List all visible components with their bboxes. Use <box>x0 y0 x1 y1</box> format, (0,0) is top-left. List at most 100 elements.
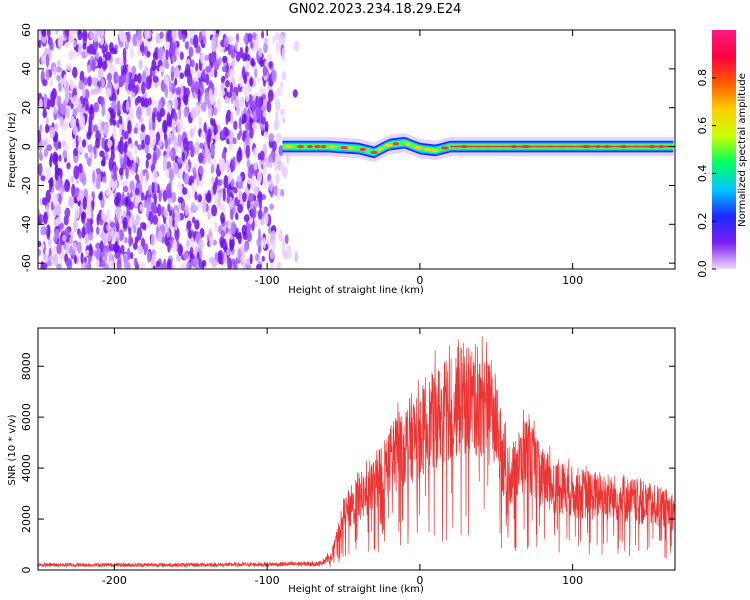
noise-speck <box>190 59 195 68</box>
noise-speck <box>72 108 78 117</box>
x-tick-label: 100 <box>562 574 583 587</box>
noise-speck <box>144 134 151 146</box>
signal-core-blob <box>340 145 348 150</box>
snr-x-axis-label: Height of straight line (km) <box>288 584 424 595</box>
signal-core-blob <box>297 144 304 149</box>
noise-speck <box>225 80 230 88</box>
noise-speck <box>56 60 61 67</box>
noise-speck <box>177 157 182 164</box>
noise-speck <box>93 250 98 257</box>
noise-speck <box>141 70 147 85</box>
noise-speck <box>159 65 165 72</box>
noise-speck <box>245 120 251 132</box>
noise-speck <box>222 55 228 63</box>
noise-speck <box>192 167 197 174</box>
noise-speck <box>145 171 150 182</box>
noise-speck <box>243 73 248 83</box>
noise-speck <box>256 170 262 185</box>
noise-speck <box>207 154 212 165</box>
noise-speck <box>262 167 267 177</box>
noise-speck <box>181 152 186 162</box>
noise-speck <box>72 125 79 136</box>
noise-speck <box>255 106 262 120</box>
noise-speck <box>192 126 197 133</box>
noise-speck <box>186 239 191 247</box>
noise-speck <box>151 233 155 247</box>
noise-speck <box>258 47 263 58</box>
colorbar: 0.0 0.2 0.4 0.6 0.8 Normalized spectral ampl… <box>696 30 748 278</box>
noise-speck <box>190 80 195 94</box>
noise-speck <box>211 35 217 49</box>
signal-core-blob <box>320 144 327 149</box>
noise-speck <box>121 191 125 205</box>
y-tick-label: -20 <box>20 176 33 194</box>
noise-speck <box>275 172 280 185</box>
noise-speck <box>56 242 62 255</box>
noise-speck <box>100 30 105 39</box>
noise-speck <box>263 161 267 170</box>
noise-speck <box>165 41 170 50</box>
noise-speck <box>254 67 258 79</box>
noise-speck <box>165 61 170 69</box>
noise-speck <box>69 115 75 129</box>
noise-speck <box>237 203 243 214</box>
noise-speck <box>119 140 125 155</box>
noise-speck <box>101 209 106 221</box>
noise-speck <box>281 117 286 124</box>
noise-speck <box>225 113 229 125</box>
noise-speck <box>99 240 104 253</box>
noise-speck <box>101 155 106 167</box>
noise-speck <box>191 216 196 224</box>
noise-speck <box>139 222 146 230</box>
noise-speck <box>178 168 182 179</box>
noise-speck <box>123 66 128 75</box>
noise-speck <box>46 98 51 110</box>
noise-speck <box>235 51 241 62</box>
noise-speck <box>116 260 122 269</box>
noise-speck <box>141 139 145 150</box>
noise-speck <box>176 121 181 135</box>
y-tick-label: 6000 <box>20 403 33 431</box>
noise-speck <box>58 154 62 162</box>
noise-speck <box>193 205 199 212</box>
spectrogram-x-ticks: -200 -100 0 100 <box>102 30 583 287</box>
noise-speck <box>45 167 52 181</box>
noise-speck <box>38 129 42 144</box>
noise-speck <box>199 142 204 149</box>
noise-speck <box>111 180 116 192</box>
noise-speck <box>159 262 164 269</box>
spectrogram-x-axis-label: Height of straight line (km) <box>288 285 424 296</box>
noise-speck <box>70 103 74 110</box>
noise-speck <box>131 65 137 75</box>
noise-speck <box>267 89 274 102</box>
noise-speck <box>80 252 84 264</box>
noise-speck <box>173 112 178 122</box>
noise-speck <box>130 92 136 99</box>
noise-speck <box>81 139 87 148</box>
noise-speck <box>100 259 106 268</box>
noise-speck <box>229 239 234 252</box>
signal-core-blob <box>284 144 293 149</box>
noise-speck <box>151 181 155 194</box>
noise-speck <box>125 100 130 112</box>
noise-speck <box>116 231 120 242</box>
noise-speck <box>213 68 218 78</box>
noise-speck <box>184 41 189 49</box>
noise-speck <box>257 190 263 203</box>
noise-speck <box>71 248 76 259</box>
noise-speck <box>137 30 142 41</box>
noise-speck <box>131 161 137 172</box>
noise-speck <box>57 95 62 106</box>
noise-speck <box>274 111 279 120</box>
noise-speck <box>268 61 273 68</box>
noise-speck <box>57 34 64 48</box>
noise-speck <box>171 30 177 40</box>
noise-speck <box>227 220 232 230</box>
noise-speck <box>229 67 235 80</box>
noise-speck <box>230 35 234 45</box>
noise-speck <box>123 153 128 167</box>
noise-speck <box>249 253 253 265</box>
noise-speck <box>77 136 82 143</box>
noise-speck <box>243 214 250 222</box>
